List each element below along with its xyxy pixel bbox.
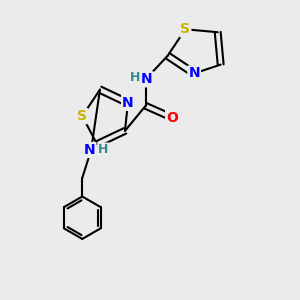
- Text: H: H: [98, 143, 109, 157]
- Text: H: H: [130, 71, 140, 84]
- Text: S: S: [180, 22, 190, 36]
- Text: N: N: [141, 72, 153, 86]
- Text: S: S: [77, 109, 87, 123]
- Text: O: O: [166, 111, 178, 124]
- Text: N: N: [188, 66, 200, 80]
- Text: N: N: [84, 143, 95, 157]
- Text: N: N: [122, 96, 134, 110]
